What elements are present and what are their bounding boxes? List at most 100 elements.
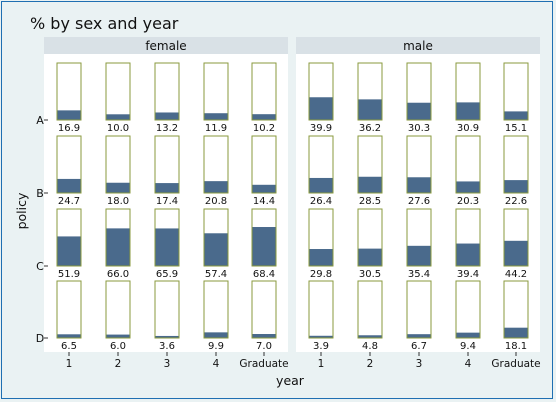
bar-male-B-3: [456, 181, 480, 193]
cell-border: [251, 62, 277, 121]
panel-label-male: male: [403, 39, 433, 53]
data-label: 26.4: [310, 196, 332, 207]
cell-border: [251, 280, 277, 339]
bar-male-B-1: [358, 176, 382, 193]
data-label: 18.1: [505, 341, 527, 352]
cell-border: [56, 62, 82, 121]
bar-male-C-2: [407, 245, 431, 266]
x-tick-label: Graduate: [491, 358, 540, 370]
data-label: 24.7: [58, 196, 80, 207]
cell-border: [105, 208, 131, 267]
panel-label-female: female: [145, 39, 186, 53]
data-label: 57.4: [205, 269, 227, 280]
cell-border: [357, 62, 383, 121]
cell-border: [357, 208, 383, 267]
data-label: 29.8: [310, 269, 332, 280]
cell-border: [203, 62, 229, 121]
data-label: 10.2: [253, 123, 275, 134]
data-label: 39.4: [457, 269, 479, 280]
bar-female-C-0: [57, 236, 81, 266]
chart-title: % by sex and year: [30, 14, 179, 33]
cell-border: [357, 280, 383, 339]
bar-female-A-3: [204, 113, 228, 120]
bar-male-D-0: [309, 335, 333, 338]
y-tick-label: A: [36, 114, 44, 127]
bar-female-D-3: [204, 332, 228, 338]
bar-male-D-4: [504, 327, 528, 338]
bar-female-A-1: [106, 114, 130, 120]
data-label: 35.4: [408, 269, 430, 280]
cell-border: [406, 208, 432, 267]
y-tick-label: B: [36, 187, 44, 200]
data-label: 3.9: [313, 341, 329, 352]
bar-male-D-3: [456, 332, 480, 338]
data-label: 10.0: [107, 123, 129, 134]
bar-female-D-2: [155, 335, 179, 338]
cell-border: [154, 208, 180, 267]
cell-border: [154, 280, 180, 339]
data-label: 30.5: [359, 269, 381, 280]
data-label: 3.6: [159, 341, 175, 352]
data-label: 7.0: [256, 341, 272, 352]
data-label: 9.9: [208, 341, 224, 352]
data-label: 28.5: [359, 196, 381, 207]
data-label: 66.0: [107, 269, 129, 280]
cell-border: [406, 280, 432, 339]
cell-border: [203, 135, 229, 194]
bar-female-A-0: [57, 110, 81, 120]
x-tick-label: 3: [416, 358, 423, 370]
bar-female-A-4: [252, 114, 276, 120]
cell-border: [105, 135, 131, 194]
bar-male-D-2: [407, 334, 431, 338]
bar-male-B-4: [504, 180, 528, 193]
cell-border: [251, 208, 277, 267]
cell-border: [455, 62, 481, 121]
cell-border: [406, 62, 432, 121]
cell-border: [203, 208, 229, 267]
data-label: 51.9: [58, 269, 80, 280]
bar-male-A-0: [309, 97, 333, 120]
cell-border: [503, 208, 529, 267]
data-label: 6.5: [61, 341, 77, 352]
bar-male-A-4: [504, 111, 528, 120]
data-label: 30.3: [408, 123, 430, 134]
bar-female-B-4: [252, 184, 276, 193]
bar-female-B-3: [204, 181, 228, 193]
data-label: 6.0: [110, 341, 126, 352]
data-label: 65.9: [156, 269, 178, 280]
data-label: 17.4: [156, 196, 178, 207]
cell-border: [56, 280, 82, 339]
x-tick-label: 1: [318, 358, 325, 370]
x-tick-label: 2: [115, 358, 122, 370]
data-label: 30.9: [457, 123, 479, 134]
data-label: 20.8: [205, 196, 227, 207]
data-label: 39.9: [310, 123, 332, 134]
panel-strip-female: [44, 37, 288, 54]
x-axis-title: year: [276, 373, 305, 388]
bar-male-D-1: [358, 335, 382, 338]
cell-border: [308, 208, 334, 267]
cell-border: [406, 135, 432, 194]
cell-border: [503, 135, 529, 194]
data-label: 9.4: [460, 341, 476, 352]
data-label: 44.2: [505, 269, 527, 280]
data-label: 68.4: [253, 269, 275, 280]
bar-female-B-1: [106, 182, 130, 193]
bar-female-B-0: [57, 178, 81, 193]
data-label: 6.7: [411, 341, 427, 352]
cell-border: [56, 135, 82, 194]
bar-male-A-3: [456, 102, 480, 120]
bar-male-C-0: [309, 249, 333, 266]
cell-border: [203, 280, 229, 339]
bar-male-A-2: [407, 102, 431, 120]
cell-border: [308, 280, 334, 339]
cell-border: [503, 62, 529, 121]
bar-female-C-1: [106, 228, 130, 266]
data-label: 18.0: [107, 196, 129, 207]
bar-female-D-0: [57, 334, 81, 338]
cell-border: [455, 280, 481, 339]
panel-strip-male: [296, 37, 540, 54]
bar-male-B-2: [407, 177, 431, 193]
